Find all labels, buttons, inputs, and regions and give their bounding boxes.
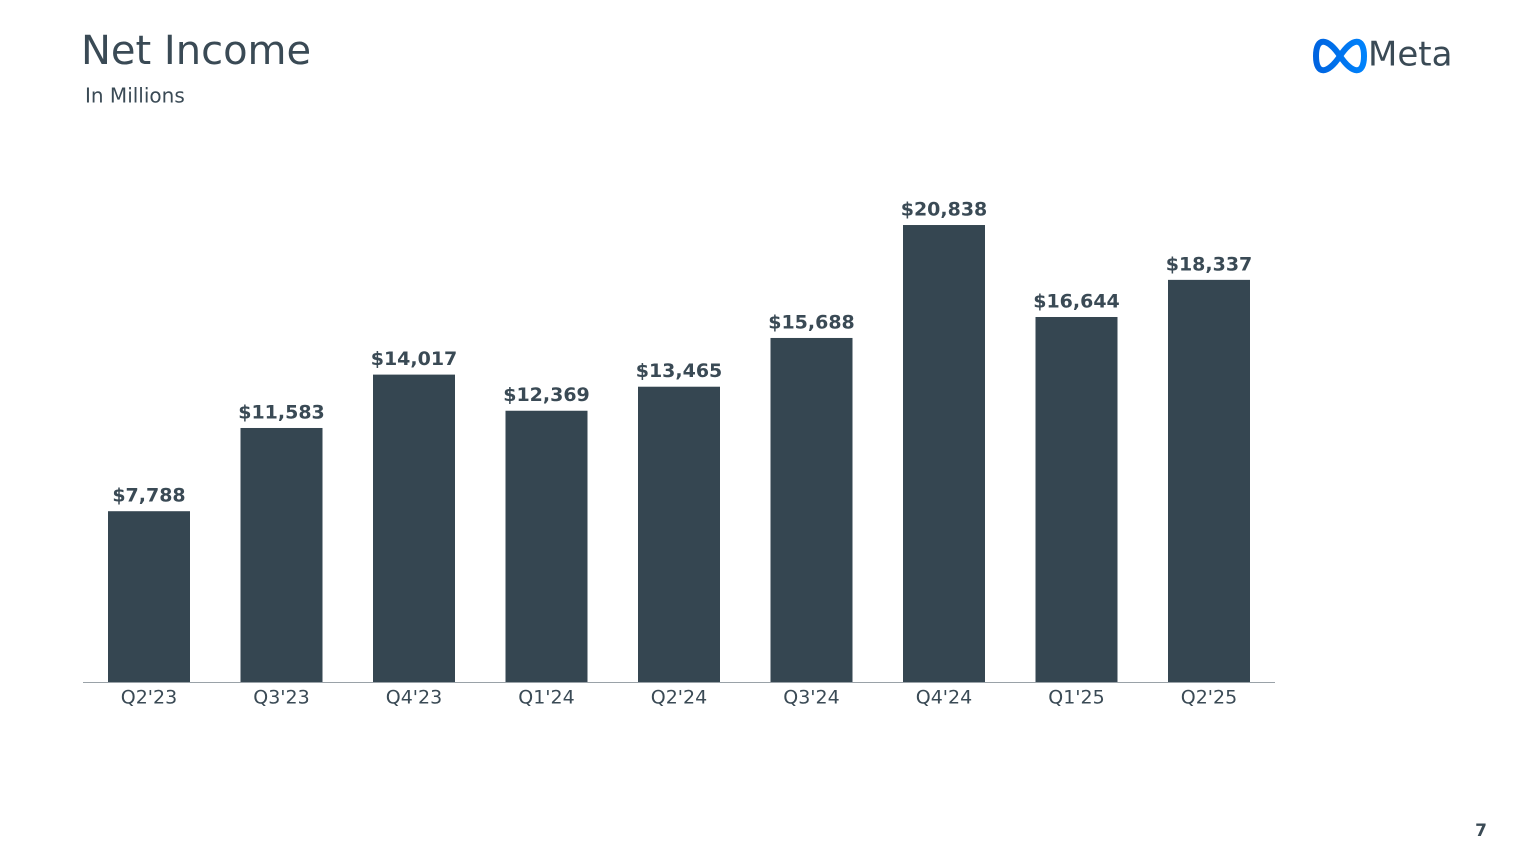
page-number: 7 bbox=[1475, 821, 1487, 841]
x-tick-label: Q1'24 bbox=[518, 687, 574, 709]
bar bbox=[770, 337, 853, 682]
bar bbox=[108, 511, 190, 682]
value-label: $14,017 bbox=[371, 348, 458, 370]
x-tick-label: Q1'25 bbox=[1048, 687, 1104, 709]
bar bbox=[638, 386, 720, 682]
value-label: $18,337 bbox=[1166, 253, 1253, 275]
bar bbox=[240, 427, 323, 682]
value-label: $13,465 bbox=[636, 360, 723, 382]
logo-text: Meta bbox=[1368, 35, 1452, 75]
bar bbox=[903, 225, 985, 683]
bar bbox=[1035, 316, 1118, 682]
chart-subtitle: In Millions bbox=[85, 84, 185, 108]
value-label: $15,688 bbox=[768, 311, 855, 333]
x-tick-label: Q4'23 bbox=[386, 687, 442, 709]
x-tick-label: Q2'23 bbox=[121, 687, 177, 709]
value-label: $11,583 bbox=[238, 401, 325, 423]
value-label: $7,788 bbox=[112, 485, 185, 507]
bar bbox=[1168, 279, 1250, 682]
x-tick-label: Q3'24 bbox=[783, 687, 839, 709]
bar bbox=[373, 374, 455, 682]
logo-mark bbox=[1312, 38, 1368, 74]
value-label: $12,369 bbox=[503, 384, 590, 406]
bar bbox=[505, 410, 588, 682]
x-tick-label: Q3'23 bbox=[253, 687, 309, 709]
x-tick-label: Q2'24 bbox=[651, 687, 707, 709]
value-label: $20,838 bbox=[901, 199, 988, 221]
chart-title: Net Income bbox=[81, 28, 311, 74]
value-label: $16,644 bbox=[1033, 290, 1120, 312]
x-tick-label: Q4'24 bbox=[916, 687, 972, 709]
x-tick-label: Q2'25 bbox=[1181, 687, 1237, 709]
